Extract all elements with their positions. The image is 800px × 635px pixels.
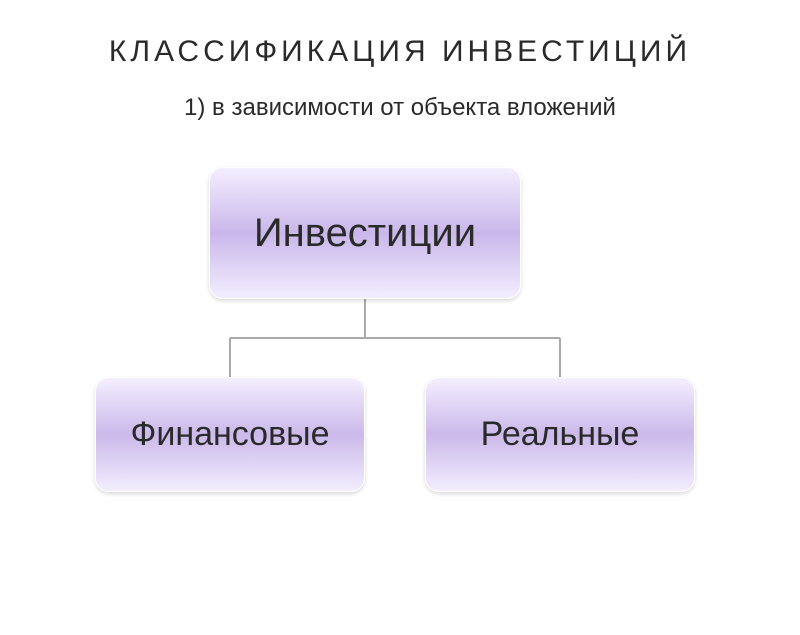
page-subtitle: 1) в зависимости от объекта вложений	[0, 94, 800, 122]
hierarchy-diagram: Инвестиции Финансовые Реальные	[0, 167, 800, 517]
tree-node-left: Финансовые	[95, 377, 365, 492]
tree-node-label: Инвестиции	[246, 210, 484, 256]
tree-node-right: Реальные	[425, 377, 695, 492]
tree-node-root: Инвестиции	[209, 167, 521, 299]
page-title: КЛАССИФИКАЦИЯ ИНВЕСТИЦИЙ	[0, 35, 800, 69]
tree-node-label: Финансовые	[122, 415, 337, 454]
tree-node-label: Реальные	[473, 415, 648, 454]
